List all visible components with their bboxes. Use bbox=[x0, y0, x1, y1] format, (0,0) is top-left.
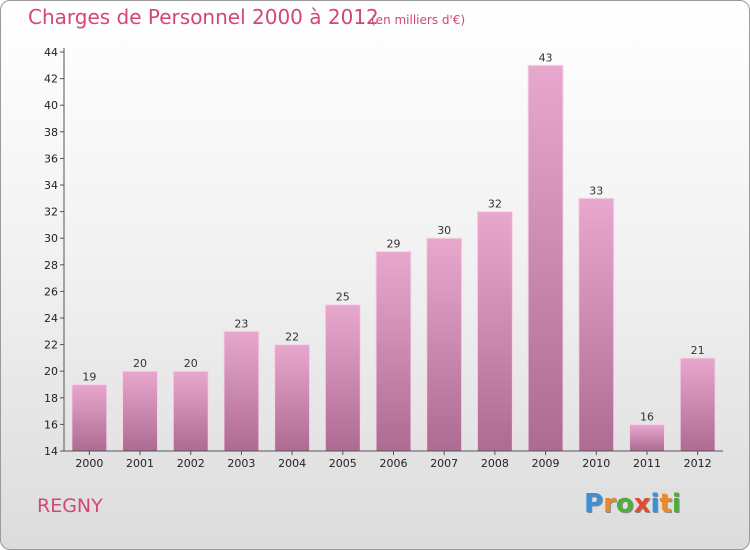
value-label-2003: 23 bbox=[234, 317, 248, 330]
y-tick-label: 28 bbox=[44, 259, 58, 272]
value-label-2001: 20 bbox=[133, 357, 147, 370]
x-tick-label-2001: 2001 bbox=[126, 457, 154, 470]
bar-2010 bbox=[578, 197, 615, 452]
value-label-2002: 20 bbox=[184, 357, 198, 370]
logo-letter: r bbox=[603, 489, 616, 519]
y-tick-label: 36 bbox=[44, 152, 58, 165]
x-tick-label-2003: 2003 bbox=[227, 457, 255, 470]
commune-name: REGNY bbox=[37, 495, 103, 517]
bar-2009 bbox=[527, 64, 564, 452]
bar-2007 bbox=[426, 237, 463, 452]
y-tick-label: 34 bbox=[44, 179, 58, 192]
bar-2004 bbox=[274, 344, 311, 452]
value-label-2004: 22 bbox=[285, 331, 299, 344]
y-tick-label: 38 bbox=[44, 126, 58, 139]
logo-letter: i bbox=[671, 489, 681, 519]
chart-unit-label: (en milliers d'€) bbox=[371, 13, 466, 27]
y-axis: 14 16 18 20 22 24 26 28 30 32 34 36 38 40 42 44 bbox=[44, 46, 64, 458]
y-tick-label: 30 bbox=[44, 232, 58, 245]
x-tick-label-2002: 2002 bbox=[177, 457, 205, 470]
x-tick-label-2006: 2006 bbox=[380, 457, 408, 470]
bar-2012 bbox=[679, 357, 716, 452]
y-tick-label: 44 bbox=[44, 46, 58, 59]
proxiti-logo[interactable]: Proxiti bbox=[584, 489, 681, 519]
bar-2000 bbox=[71, 384, 108, 452]
value-label-2011: 16 bbox=[640, 410, 654, 423]
x-tick-label-2009: 2009 bbox=[532, 457, 560, 470]
y-tick-label: 20 bbox=[44, 365, 58, 378]
bars: 19 20 20 23 22 25 29 30 32 43 33 16 21 bbox=[71, 51, 716, 452]
y-tick-label: 32 bbox=[44, 206, 58, 219]
y-tick-label: 26 bbox=[44, 285, 58, 298]
x-tick-label-2004: 2004 bbox=[278, 457, 306, 470]
bar-2003 bbox=[223, 330, 260, 452]
x-tick-label-2011: 2011 bbox=[633, 457, 661, 470]
x-tick-label-2000: 2000 bbox=[75, 457, 103, 470]
y-tick-label: 42 bbox=[44, 73, 58, 86]
y-tick-label: 40 bbox=[44, 99, 58, 112]
y-tick-label: 24 bbox=[44, 312, 58, 325]
x-tick-label-2007: 2007 bbox=[430, 457, 458, 470]
x-tick-label-2010: 2010 bbox=[582, 457, 610, 470]
chart-title: Charges de Personnel 2000 à 2012 bbox=[28, 5, 379, 29]
x-axis: 2000 2001 2002 2003 2004 2005 2006 2007 2008 2009… bbox=[75, 451, 712, 470]
bar-2005 bbox=[324, 304, 361, 452]
value-label-2008: 32 bbox=[488, 198, 502, 211]
y-tick-label: 14 bbox=[44, 445, 58, 458]
logo-letter: x bbox=[633, 489, 651, 519]
value-label-2000: 19 bbox=[82, 371, 96, 384]
x-tick-label-2008: 2008 bbox=[481, 457, 509, 470]
value-label-2007: 30 bbox=[437, 224, 451, 237]
value-label-2009: 43 bbox=[539, 51, 553, 64]
bar-2001 bbox=[122, 370, 159, 452]
y-tick-label: 18 bbox=[44, 392, 58, 405]
y-tick-label: 22 bbox=[44, 339, 58, 352]
bar-2006 bbox=[375, 251, 412, 452]
bar-2002 bbox=[172, 370, 209, 452]
logo-letter: t bbox=[659, 489, 672, 519]
logo-letter: o bbox=[615, 489, 634, 519]
logo-letter: P bbox=[584, 489, 604, 519]
value-label-2010: 33 bbox=[589, 184, 603, 197]
bar-2008 bbox=[476, 211, 513, 452]
logo-letter: i bbox=[650, 489, 660, 519]
x-tick-label-2005: 2005 bbox=[329, 457, 357, 470]
value-label-2005: 25 bbox=[336, 291, 350, 304]
value-label-2006: 29 bbox=[387, 238, 401, 251]
y-tick-label: 16 bbox=[44, 418, 58, 431]
x-tick-label-2012: 2012 bbox=[684, 457, 712, 470]
value-label-2012: 21 bbox=[691, 344, 705, 357]
bar-2011 bbox=[628, 423, 665, 452]
